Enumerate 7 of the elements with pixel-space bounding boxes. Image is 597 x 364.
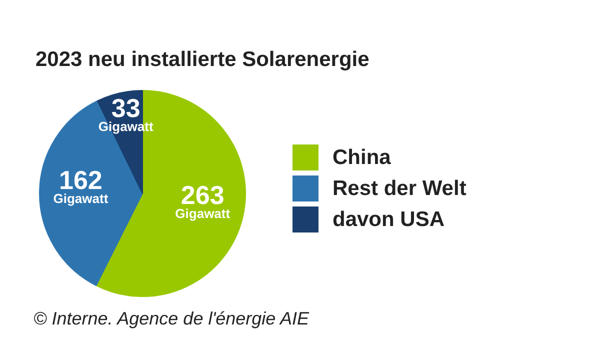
text: © Interne. Agence de l'énergie AIE xyxy=(34,308,310,328)
chart-title: 2023 neu installierte Solarenergie xyxy=(36,48,370,71)
data-label: 162 Gigawatt xyxy=(53,165,109,206)
legend-label: China xyxy=(332,146,392,169)
data-label: 263 Gigawatt xyxy=(175,180,231,221)
legend-label: davon USA xyxy=(332,208,445,231)
legend-label: Rest der Welt xyxy=(332,177,466,200)
